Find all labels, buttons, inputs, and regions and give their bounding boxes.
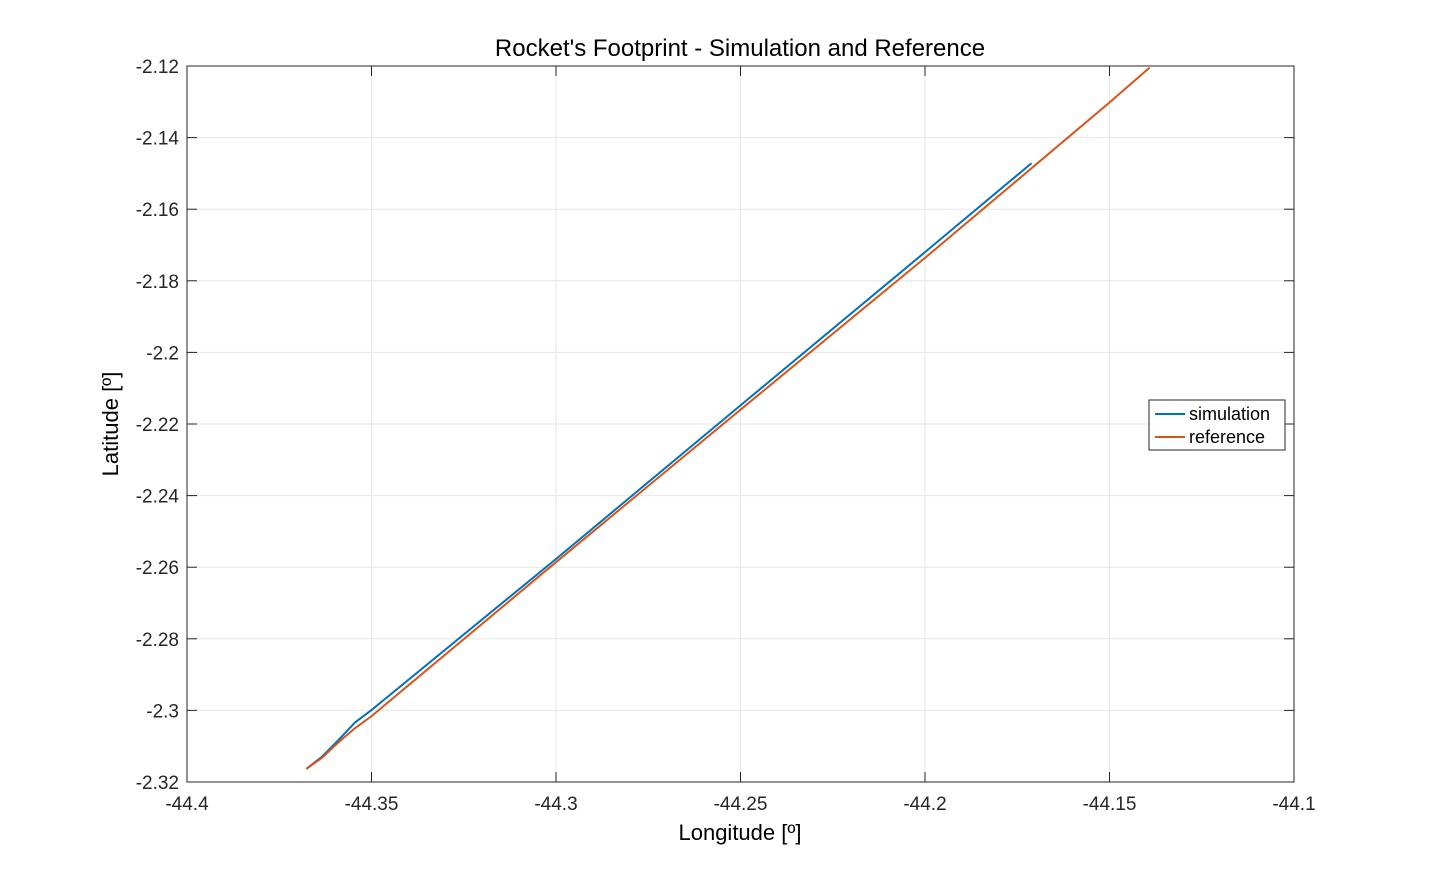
y-tick-label: -2.32	[136, 773, 179, 794]
y-tick-label: -2.24	[136, 487, 180, 508]
legend: simulation reference	[1148, 399, 1286, 451]
x-axis-label: Longitude [º]	[678, 820, 801, 845]
x-tick-label: -44.4	[165, 794, 209, 815]
y-tick-label: -2.3	[146, 701, 179, 722]
series-line-simulation	[305, 162, 1032, 770]
y-tick-label: -2.26	[136, 558, 179, 579]
x-tick-label: -44.2	[903, 794, 946, 815]
y-tick-label: -2.12	[136, 57, 179, 78]
y-tick-label: -2.16	[136, 200, 179, 221]
legend-box	[1148, 399, 1286, 451]
x-tick-label: -44.3	[534, 794, 577, 815]
legend-label-reference: reference	[1189, 427, 1265, 447]
grid	[186, 65, 1295, 783]
series-line-reference	[305, 67, 1150, 770]
x-tick-label: -44.1	[1272, 794, 1315, 815]
chart-title: Rocket's Footprint - Simulation and Refe…	[495, 35, 985, 62]
series-layer	[305, 67, 1150, 770]
axes	[186, 65, 1295, 783]
y-tick-label: -2.28	[136, 630, 179, 651]
x-tick-label: -44.25	[714, 794, 768, 815]
y-tick-label: -2.18	[136, 272, 179, 293]
y-axis-label: Latitude [º]	[98, 372, 123, 477]
tick-labels: -44.4 -44.35 -44.3 -44.25 -44.2 -44.15 -44.1 -2…	[136, 57, 1316, 815]
y-tick-label: -2.2	[146, 343, 179, 364]
x-tick-label: -44.35	[345, 794, 399, 815]
y-tick-label: -2.14	[136, 129, 180, 150]
y-tick-label: -2.22	[136, 415, 179, 436]
legend-label-simulation: simulation	[1189, 404, 1270, 424]
x-tick-label: -44.15	[1083, 794, 1137, 815]
